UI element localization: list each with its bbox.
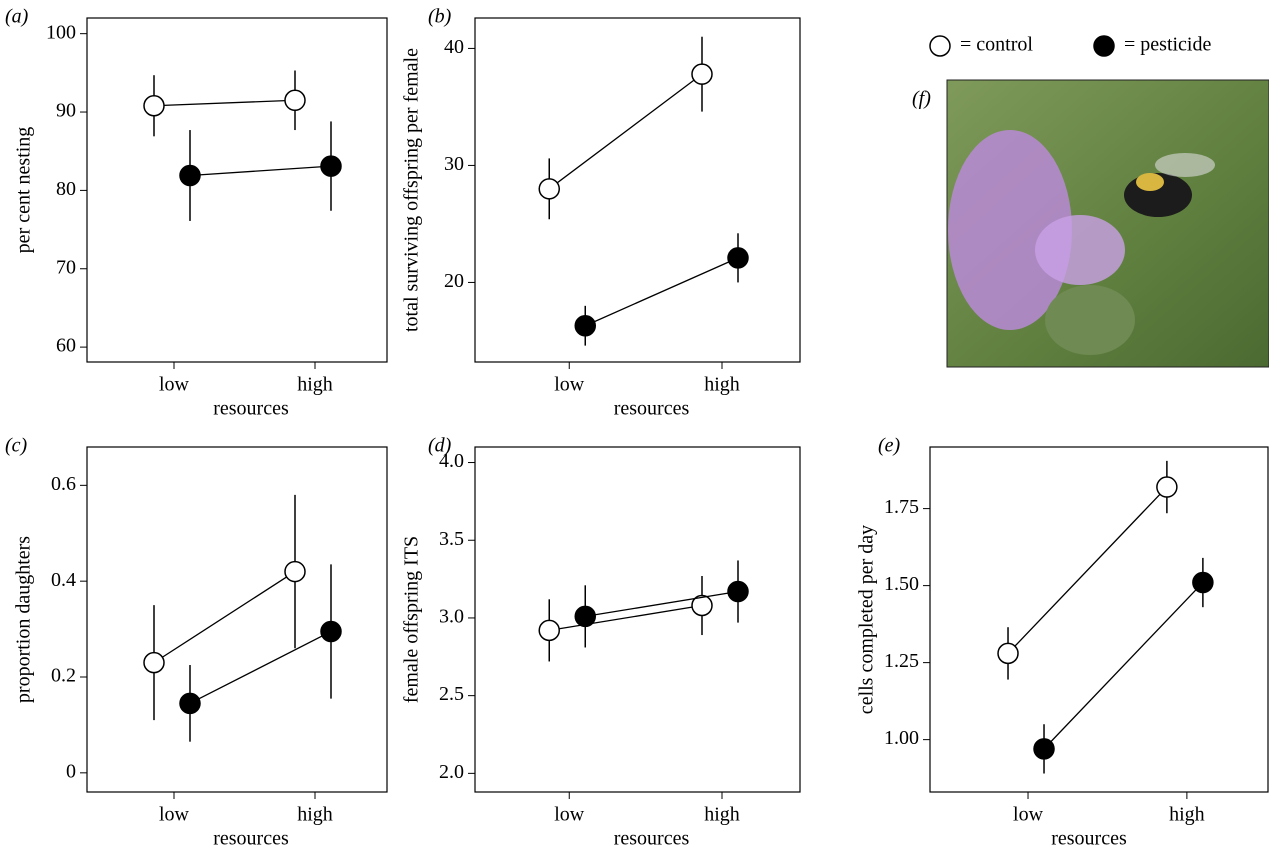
series-line [548, 73, 703, 190]
y-tick-label: 20 [444, 270, 464, 292]
point [574, 314, 596, 337]
y-tick-label: 0.6 [51, 473, 76, 495]
y-tick-label: 90 [56, 100, 76, 122]
y-axis-label: cells completed per day [856, 525, 878, 714]
series-line [584, 257, 739, 327]
panel-label: (f) [912, 88, 931, 110]
y-tick-label: 60 [56, 335, 76, 357]
x-tick-label: high [704, 804, 740, 826]
y-axis-label: proportion daughters [13, 536, 35, 703]
series-line [1007, 486, 1168, 654]
panel: (d) 2.0 2.5 3.0 3.5 4.0 low high resources female… [401, 435, 801, 850]
point [320, 620, 342, 643]
bee-band [1136, 173, 1164, 191]
x-axis-label: resources [213, 398, 289, 420]
point [320, 155, 342, 177]
y-tick-label: 100 [46, 21, 76, 43]
point [538, 178, 560, 200]
y-tick-label: 2.0 [439, 761, 464, 783]
point [727, 580, 749, 603]
point [691, 594, 713, 617]
y-tick-label: 4.0 [439, 450, 464, 472]
y-tick-label: 2.5 [439, 683, 464, 705]
x-tick-label: low [159, 374, 190, 396]
x-axis-label: resources [1051, 828, 1127, 850]
point [727, 247, 749, 269]
series-line [189, 165, 332, 177]
plot-frame [474, 17, 801, 363]
y-tick-label: 80 [56, 178, 76, 200]
panel-label: (e) [878, 435, 901, 457]
plot-frame [86, 17, 388, 363]
y-tick-label: 1.00 [884, 727, 919, 749]
bee-wing [1155, 153, 1215, 177]
series-line [585, 590, 739, 618]
x-tick-label: high [704, 374, 740, 396]
photo [946, 79, 1269, 368]
flower [1035, 215, 1125, 285]
y-tick-label: 0.2 [51, 665, 76, 687]
panel: (b) 20 30 40 low high resources total surviving… [401, 6, 801, 420]
panel: (c) 0 0.2 0.4 0.6 low high resources proportion … [5, 435, 388, 850]
point [284, 560, 306, 583]
point [143, 651, 165, 674]
series-line [549, 604, 703, 632]
panel: (e) 1.00 1.25 1.50 1.75 low high resources cells… [856, 435, 1269, 850]
y-axis-label: female offspring ITS [401, 536, 423, 703]
y-axis-label: total surviving offspring per female [401, 48, 423, 332]
plot-frame [474, 446, 801, 793]
y-tick-label: 0.4 [51, 569, 76, 591]
point [997, 642, 1019, 665]
panel-label: (d) [428, 435, 452, 457]
y-axis-label: per cent nesting [13, 127, 35, 254]
x-tick-label: high [297, 374, 333, 396]
point [1192, 571, 1214, 594]
x-tick-label: high [1169, 804, 1205, 826]
x-tick-label: high [297, 804, 333, 826]
panel-label: (b) [428, 6, 452, 28]
series-line [189, 630, 332, 704]
plot-frame [86, 446, 388, 793]
point [284, 89, 306, 112]
y-tick-label: 70 [56, 256, 76, 278]
legend-label: = control [960, 34, 1033, 56]
point [179, 692, 201, 715]
point [1033, 738, 1055, 760]
point [143, 95, 165, 117]
y-tick-label: 3.0 [439, 606, 464, 628]
x-tick-label: low [159, 804, 190, 826]
x-tick-label: low [554, 374, 585, 396]
y-tick-label: 30 [444, 153, 464, 175]
point [691, 63, 713, 85]
series-line [153, 99, 296, 107]
point [179, 164, 201, 187]
legend-label: = pesticide [1124, 34, 1211, 56]
y-tick-label: 1.50 [884, 573, 919, 595]
flower [948, 130, 1072, 330]
x-tick-label: low [1013, 804, 1044, 826]
plot-frame [929, 446, 1269, 793]
legend-marker [1093, 35, 1115, 57]
point [538, 619, 560, 642]
panel-label: (c) [5, 435, 28, 457]
y-tick-label: 40 [444, 36, 464, 58]
legend-marker [929, 35, 951, 57]
x-axis-label: resources [614, 398, 690, 420]
series-line [1043, 582, 1204, 750]
x-tick-label: low [554, 804, 585, 826]
x-axis-label: resources [213, 828, 289, 850]
point [1156, 476, 1178, 498]
panel: (a) 60 70 80 90 100 low high resources per cent n… [5, 6, 388, 420]
point [574, 605, 596, 628]
bud [1045, 285, 1135, 355]
y-tick-label: 0 [66, 760, 76, 782]
panel-label: (a) [5, 6, 29, 28]
y-tick-label: 3.5 [439, 528, 464, 550]
y-tick-label: 1.75 [884, 496, 919, 518]
y-tick-label: 1.25 [884, 650, 919, 672]
x-axis-label: resources [614, 828, 690, 850]
series-line [153, 571, 296, 664]
